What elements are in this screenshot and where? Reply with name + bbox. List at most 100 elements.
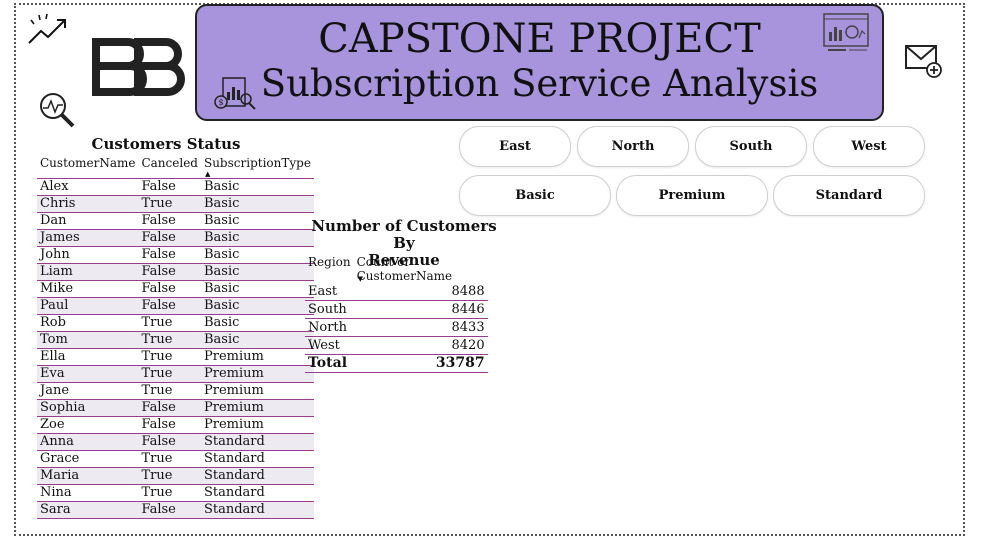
customer-row: James False Basic <box>37 229 314 247</box>
subscription-type-cell: Basic <box>200 314 314 332</box>
customer-row: Sara False Standard <box>37 501 314 519</box>
revenue-row: South 8446 <box>305 300 488 319</box>
canceled-cell: True <box>138 450 201 468</box>
subscription-type-cell: Basic <box>200 331 314 349</box>
col-subscriptiontype-label: SubscriptionType <box>203 156 311 170</box>
revenue-row: West 8420 <box>305 336 488 355</box>
canceled-cell: False <box>138 263 201 281</box>
canceled-cell: False <box>138 501 201 519</box>
slicer-region-west[interactable]: West <box>813 126 925 167</box>
trend-up-icon <box>28 13 66 44</box>
subscription-type-cell: Premium <box>200 399 314 417</box>
slicer-subscription-standard[interactable]: Standard <box>773 175 925 216</box>
customer-name-cell: Chris <box>37 195 139 213</box>
sort-descending-icon: ▼ <box>357 275 363 283</box>
canceled-cell: False <box>138 433 201 451</box>
canceled-cell: True <box>138 382 201 400</box>
customer-name-cell: Ella <box>37 348 139 366</box>
dashboard-monitor-icon <box>823 13 869 51</box>
subscription-type-cell: Premium <box>200 348 314 366</box>
canceled-cell: False <box>138 416 201 434</box>
subscription-type-cell: Standard <box>200 450 314 468</box>
customer-name-cell: Anna <box>37 433 139 451</box>
customer-name-cell: John <box>37 246 139 264</box>
customer-name-cell: Dan <box>37 212 139 230</box>
canceled-cell: False <box>138 212 201 230</box>
canceled-cell: False <box>138 246 201 264</box>
slicer-region-north[interactable]: North <box>577 126 689 167</box>
svg-text:$: $ <box>219 98 224 107</box>
canceled-cell: True <box>138 484 201 502</box>
customers-status-table: CustomerName Canceled SubscriptionType ▲ … <box>37 156 314 519</box>
subscription-type-cell: Premium <box>200 416 314 434</box>
canceled-cell: True <box>138 314 201 332</box>
canceled-cell: True <box>138 348 201 366</box>
customer-name-cell: Maria <box>37 467 139 485</box>
customer-row: Liam False Basic <box>37 263 314 281</box>
customer-row: Chris True Basic <box>37 195 314 213</box>
customer-name-cell: Nina <box>37 484 139 502</box>
subscription-type-cell: Basic <box>200 178 314 196</box>
subscription-type-cell: Basic <box>200 212 314 230</box>
customer-name-cell: Mike <box>37 280 139 298</box>
customer-row: John False Basic <box>37 246 314 264</box>
money-report-icon: $ <box>214 77 256 110</box>
revenue-row: North 8433 <box>305 318 488 337</box>
subscription-type-cell: Premium <box>200 382 314 400</box>
customers-table-title: Customers Status <box>91 135 241 153</box>
slicer-region-south[interactable]: South <box>695 126 807 167</box>
subscription-type-cell: Standard <box>200 484 314 502</box>
revenue-table-title: Number of Customers By Revenue <box>305 218 503 269</box>
customer-row: Paul False Basic <box>37 297 314 315</box>
banner-subtitle: Subscription Service Analysis <box>260 62 819 105</box>
revenue-pivot-table: Region Count of CustomerName ▼ East 8488 So… <box>305 255 488 373</box>
total-row: Total 33787 <box>305 354 488 373</box>
customer-row: Zoe False Premium <box>37 416 314 434</box>
customer-name-cell: Rob <box>37 314 139 332</box>
customer-name-cell: Eva <box>37 365 139 383</box>
subscription-type-cell: Standard <box>200 501 314 519</box>
title-banner: CAPSTONE PROJECT Subscription Service An… <box>195 4 884 121</box>
subscription-type-cell: Standard <box>200 433 314 451</box>
slicer-subscription-premium[interactable]: Premium <box>616 175 768 216</box>
customer-name-cell: Tom <box>37 331 139 349</box>
revenue-title-line2: Revenue <box>368 251 440 269</box>
subscription-type-cell: Basic <box>200 229 314 247</box>
customer-row: Eva True Premium <box>37 365 314 383</box>
customer-row: Nina True Standard <box>37 484 314 502</box>
customer-row: Maria True Standard <box>37 467 314 485</box>
customer-row: Dan False Basic <box>37 212 314 230</box>
customer-row: Rob True Basic <box>37 314 314 332</box>
customer-name-cell: James <box>37 229 139 247</box>
subscription-type-cell: Basic <box>200 195 314 213</box>
subscription-type-cell: Standard <box>200 467 314 485</box>
customer-row: Tom True Basic <box>37 331 314 349</box>
banner-title: CAPSTONE PROJECT <box>318 16 761 62</box>
subscription-type-cell: Premium <box>200 365 314 383</box>
col-count-customername[interactable]: Count of CustomerName ▼ <box>354 255 488 283</box>
region-cell: North <box>305 318 354 337</box>
canceled-cell: False <box>138 229 201 247</box>
customer-name-cell: Grace <box>37 450 139 468</box>
subscription-type-cell: Basic <box>200 297 314 315</box>
slicer-region-east[interactable]: East <box>459 126 571 167</box>
col-region[interactable]: Region <box>308 255 351 269</box>
slicer-subscription-basic[interactable]: Basic <box>459 175 611 216</box>
count-cell: 8420 <box>353 336 488 355</box>
subscription-type-cell: Basic <box>200 280 314 298</box>
col-count-label: Count of CustomerName <box>356 255 453 283</box>
revenue-title-line1: Number of Customers By <box>311 217 497 252</box>
mail-add-icon[interactable] <box>904 44 944 80</box>
count-cell: 8488 <box>353 283 488 301</box>
customer-name-cell: Liam <box>37 263 139 281</box>
total-value: 33787 <box>353 354 488 373</box>
customer-name-cell: Jane <box>37 382 139 400</box>
canceled-cell: True <box>138 365 201 383</box>
canceled-cell: False <box>138 280 201 298</box>
col-customername[interactable]: CustomerName <box>40 156 136 170</box>
customers-table-body: Alex False Basic Chris True Basic Dan False Basi… <box>37 178 314 519</box>
subscription-type-cell: Basic <box>200 246 314 264</box>
customer-name-cell: Sara <box>37 501 139 519</box>
col-canceled[interactable]: Canceled <box>141 156 198 170</box>
col-subscriptiontype[interactable]: SubscriptionType ▲ <box>201 156 314 179</box>
